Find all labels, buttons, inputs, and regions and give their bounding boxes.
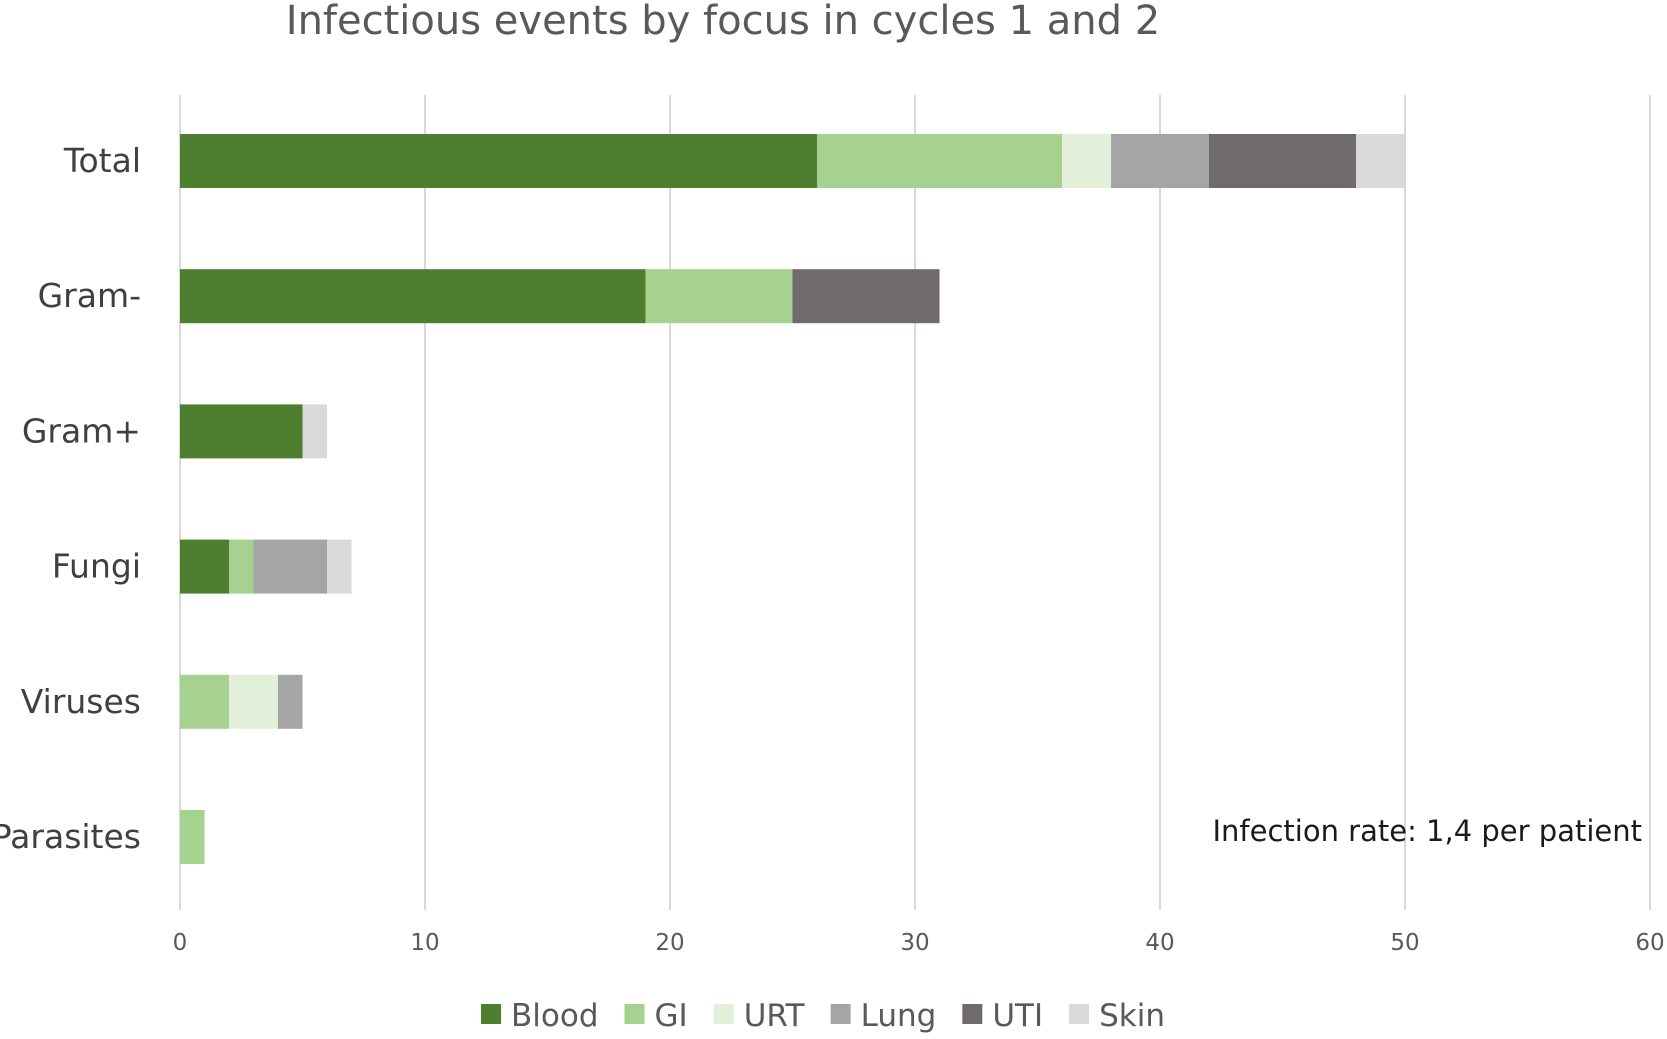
category-label-fungi: Fungi bbox=[52, 547, 141, 586]
x-tick-label-30: 30 bbox=[900, 930, 929, 956]
infection-rate-annotation: Infection rate: 1,4 per patient bbox=[1212, 814, 1642, 848]
bar-fungi-lung bbox=[253, 539, 327, 594]
legend-swatch-skin bbox=[1069, 1004, 1090, 1024]
legend-label-uti: UTI bbox=[992, 998, 1043, 1034]
bar-gram-minusplus-skin bbox=[302, 404, 327, 459]
legend-label-gi: GI bbox=[655, 998, 688, 1034]
bar-total-uti bbox=[1209, 134, 1356, 188]
x-tick-label-20: 20 bbox=[655, 930, 684, 956]
gridlines bbox=[179, 95, 1651, 910]
bar-gram-minus-blood bbox=[180, 269, 646, 324]
legend-swatch-blood bbox=[481, 1004, 502, 1024]
legend-swatch-lung bbox=[830, 1004, 851, 1024]
x-tick-label-0: 0 bbox=[173, 930, 188, 956]
bar-gram-minusplus-blood bbox=[180, 404, 303, 459]
legend-swatch-urt bbox=[713, 1004, 734, 1024]
x-tick-label-10: 10 bbox=[410, 930, 439, 956]
x-tick-label-50: 50 bbox=[1390, 930, 1419, 956]
bar-total-skin bbox=[1356, 134, 1405, 188]
bar-gram-minus-uti bbox=[792, 269, 940, 324]
bar-viruses-lung bbox=[278, 674, 303, 729]
bar-total-gi bbox=[817, 134, 1062, 188]
category-label-parasites: Parasites bbox=[0, 817, 141, 856]
legend: Blood GI URT Lung UTI Skin bbox=[481, 998, 1165, 1034]
legend-swatch-uti bbox=[962, 1004, 983, 1024]
bar-viruses-urt bbox=[229, 674, 278, 729]
category-label-total: Total bbox=[63, 141, 141, 180]
legend-label-lung: Lung bbox=[861, 998, 937, 1034]
bar-fungi-skin bbox=[327, 539, 352, 594]
bar-total-blood bbox=[180, 134, 817, 188]
category-label-gram-minus: Gram- bbox=[38, 276, 141, 315]
bar-fungi-blood bbox=[180, 539, 229, 594]
bar-parasites-gi bbox=[180, 810, 205, 864]
legend-label-urt: URT bbox=[744, 998, 806, 1034]
category-labels: Total Gram- Gram+ Fungi Viruses Parasites bbox=[0, 141, 141, 856]
bars bbox=[180, 134, 1405, 864]
bar-viruses-gi bbox=[180, 674, 229, 729]
bar-gram-minus-gi bbox=[645, 269, 793, 324]
x-tick-label-40: 40 bbox=[1145, 930, 1174, 956]
legend-swatch-gi bbox=[624, 1004, 645, 1024]
x-axis-tick-labels: 0 10 20 30 40 50 60 bbox=[173, 930, 1665, 956]
x-tick-label-60: 60 bbox=[1635, 930, 1664, 956]
bar-fungi-gi bbox=[229, 539, 254, 594]
category-label-viruses: Viruses bbox=[21, 682, 141, 721]
bar-total-lung bbox=[1111, 134, 1209, 188]
chart-title: Infectious events by focus in cycles 1 a… bbox=[286, 0, 1160, 44]
legend-label-skin: Skin bbox=[1099, 998, 1165, 1034]
bar-total-urt bbox=[1062, 134, 1111, 188]
category-label-gram-minusplus: Gram+ bbox=[22, 411, 141, 450]
legend-label-blood: Blood bbox=[511, 998, 599, 1034]
